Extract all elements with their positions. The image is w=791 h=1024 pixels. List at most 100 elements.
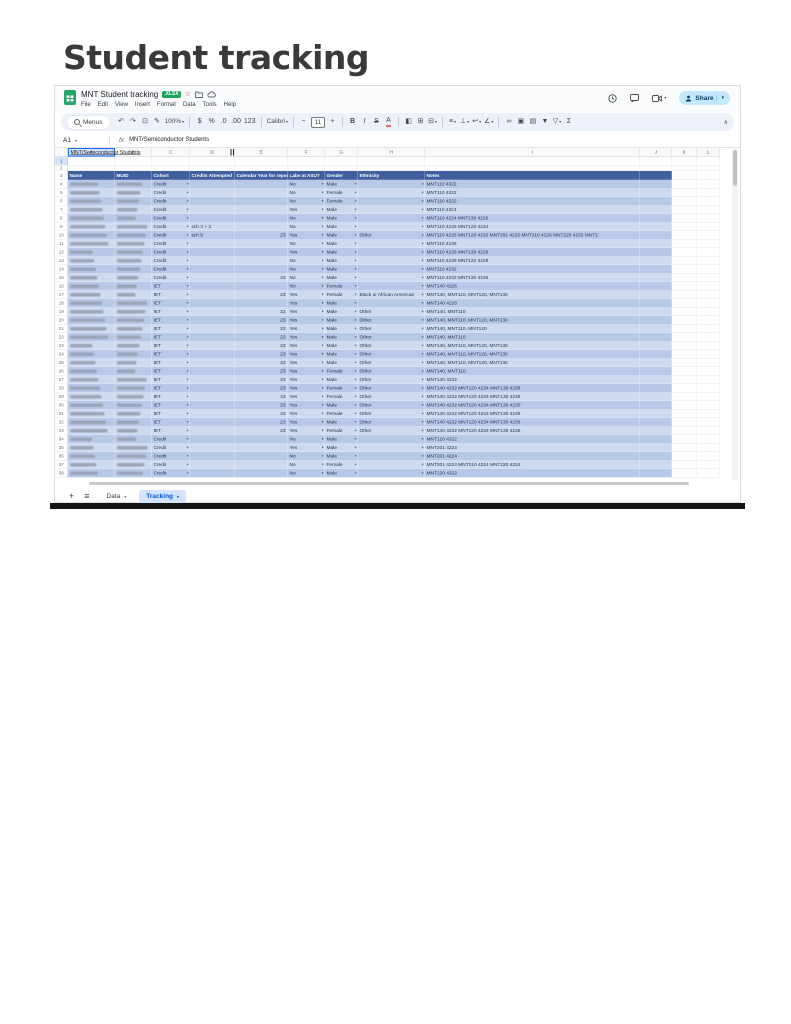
ethnicity-cell[interactable]: ▾ xyxy=(358,188,425,197)
notes-cell[interactable]: MNT110 4324 xyxy=(425,205,640,214)
dropdown-caret-icon[interactable]: ▾ xyxy=(321,301,324,306)
row-header-21[interactable]: 21 xyxy=(55,324,68,333)
cell[interactable] xyxy=(640,392,672,401)
cell[interactable] xyxy=(697,222,720,231)
dropdown-caret-icon[interactable]: ▾ xyxy=(321,250,324,255)
dropdown-caret-icon[interactable]: ▾ xyxy=(354,471,357,476)
row-header-24[interactable]: 24 xyxy=(55,350,68,359)
dropdown-caret-icon[interactable]: ▾ xyxy=(186,310,189,314)
muid-cell[interactable] xyxy=(115,375,152,384)
cell[interactable] xyxy=(697,367,720,376)
cell[interactable] xyxy=(672,222,697,231)
cohort-cell[interactable]: IET ▾ xyxy=(152,307,190,316)
labs-cell[interactable]: Yes ▾ xyxy=(288,367,325,376)
cell[interactable] xyxy=(697,409,720,418)
muid-cell[interactable] xyxy=(115,299,152,308)
dropdown-caret-icon[interactable]: ▾ xyxy=(321,344,324,348)
gender-cell[interactable]: Female ▾ xyxy=(325,409,358,418)
dropdown-caret-icon[interactable]: ▾ xyxy=(421,420,424,425)
header-cell[interactable]: Notes xyxy=(425,171,640,180)
dropdown-caret-icon[interactable]: ▾ xyxy=(421,386,424,391)
labs-cell[interactable]: Yes ▾ xyxy=(288,290,325,299)
labs-cell[interactable]: No ▾ xyxy=(288,239,325,248)
dropdown-caret-icon[interactable]: ▾ xyxy=(354,242,357,246)
notes-cell[interactable]: MNT110 4232 MNT130 4236 xyxy=(425,273,640,282)
credits-cell[interactable] xyxy=(190,290,235,299)
dropdown-caret-icon[interactable]: ▾ xyxy=(421,259,424,263)
year-cell[interactable]: 23 xyxy=(235,324,288,333)
credits-cell[interactable] xyxy=(190,188,235,197)
muid-cell[interactable] xyxy=(115,256,152,265)
create-filter-icon[interactable]: ▼ xyxy=(541,118,549,125)
dropdown-caret-icon[interactable]: ▾ xyxy=(354,429,357,433)
cell[interactable] xyxy=(672,426,697,435)
toolbar-collapse-icon[interactable]: ∧ xyxy=(723,119,728,126)
muid-cell[interactable] xyxy=(115,188,152,197)
ethnicity-cell[interactable]: Other ▾ xyxy=(358,367,425,376)
muid-cell[interactable] xyxy=(115,307,152,316)
cell[interactable] xyxy=(425,157,640,166)
cell[interactable] xyxy=(672,358,697,367)
row-header-22[interactable]: 22 xyxy=(55,333,68,342)
ethnicity-cell[interactable]: ▾ xyxy=(358,282,425,291)
dropdown-caret-icon[interactable]: ▾ xyxy=(321,233,324,238)
meet-video-icon[interactable]: ▾ xyxy=(652,94,666,102)
dropdown-caret-icon[interactable]: ▾ xyxy=(321,293,324,297)
cell[interactable] xyxy=(672,265,697,274)
notes-cell[interactable]: MNT201 4224 xyxy=(425,452,640,461)
cohort-cell[interactable]: Credit ▾ xyxy=(152,188,190,197)
dropdown-caret-icon[interactable]: ▾ xyxy=(421,437,424,442)
dropdown-caret-icon[interactable]: ▾ xyxy=(421,225,424,229)
cell[interactable] xyxy=(640,197,672,206)
cohort-cell[interactable]: IET ▾ xyxy=(152,350,190,359)
dropdown-caret-icon[interactable]: ▾ xyxy=(186,284,189,289)
dropdown-caret-icon[interactable]: ▾ xyxy=(421,446,424,450)
row-header-23[interactable]: 23 xyxy=(55,341,68,350)
muid-cell[interactable] xyxy=(115,435,152,444)
name-cell[interactable] xyxy=(68,350,115,359)
labs-cell[interactable]: No ▾ xyxy=(288,435,325,444)
cell[interactable] xyxy=(672,341,697,350)
cohort-cell[interactable]: IET ▾ xyxy=(152,367,190,376)
cell[interactable] xyxy=(640,350,672,359)
labs-cell[interactable]: Yes ▾ xyxy=(288,341,325,350)
notes-cell[interactable]: MNT201 4224 xyxy=(425,443,640,452)
formula-value[interactable]: MNT/Semiconductor Students xyxy=(129,137,210,143)
cell[interactable] xyxy=(235,165,288,171)
cell[interactable] xyxy=(640,231,672,240)
ethnicity-cell[interactable]: ▾ xyxy=(358,214,425,223)
ethnicity-cell[interactable]: Other ▾ xyxy=(358,401,425,410)
gender-cell[interactable]: Male ▾ xyxy=(325,443,358,452)
credits-cell[interactable] xyxy=(190,384,235,393)
row-header-16[interactable]: 16 xyxy=(55,282,68,291)
ethnicity-cell[interactable]: ▾ xyxy=(358,435,425,444)
cell[interactable] xyxy=(640,282,672,291)
header-cell[interactable]: Calendar Year for reporting xyxy=(235,171,288,180)
selected-cell-a1[interactable]: MNT/Semiconductor Students xyxy=(68,148,141,157)
ethnicity-cell[interactable]: ▾ xyxy=(358,469,425,478)
dropdown-caret-icon[interactable]: ▾ xyxy=(354,327,357,331)
credits-cell[interactable] xyxy=(190,316,235,325)
dropdown-caret-icon[interactable]: ▾ xyxy=(354,420,357,425)
dropdown-caret-icon[interactable]: ▾ xyxy=(321,420,324,425)
cell[interactable] xyxy=(640,435,672,444)
row-header-28[interactable]: 28 xyxy=(55,384,68,393)
dropdown-caret-icon[interactable]: ▾ xyxy=(421,310,424,314)
ethnicity-cell[interactable]: ▾ xyxy=(358,248,425,257)
cell[interactable] xyxy=(325,165,358,171)
year-cell[interactable] xyxy=(235,265,288,274)
cell[interactable] xyxy=(640,358,672,367)
sheet-tab-caret-icon[interactable]: ▾ xyxy=(177,493,180,499)
ethnicity-cell[interactable]: ▾ xyxy=(358,299,425,308)
cell[interactable] xyxy=(672,273,697,282)
row-header-36[interactable]: 36 xyxy=(55,452,68,461)
insert-comment-icon[interactable]: ▣ xyxy=(517,118,525,125)
cell[interactable] xyxy=(672,157,697,166)
cell[interactable] xyxy=(672,188,697,197)
cell[interactable] xyxy=(640,290,672,299)
notes-cell[interactable]: MNT140, MNT110, MNT120 xyxy=(425,324,640,333)
cell[interactable] xyxy=(697,341,720,350)
notes-cell[interactable]: MNT140, MNT110, MNT120, MNT130 xyxy=(425,316,640,325)
gender-cell[interactable]: Male ▾ xyxy=(325,375,358,384)
cell[interactable] xyxy=(640,409,672,418)
